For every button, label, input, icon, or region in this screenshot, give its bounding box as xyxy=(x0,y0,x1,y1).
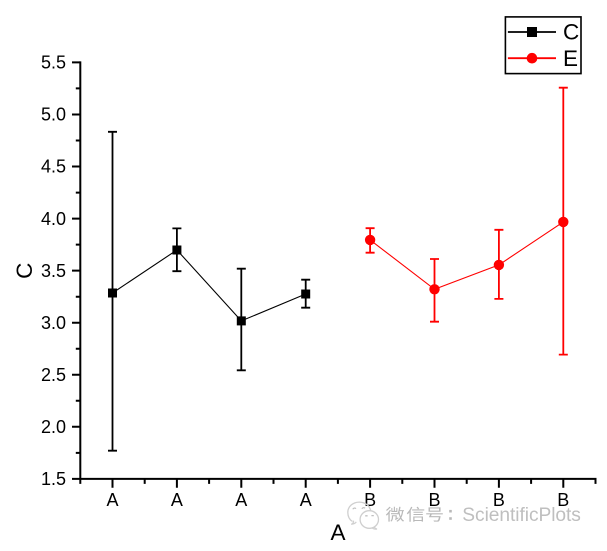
svg-text:4.5: 4.5 xyxy=(41,157,66,177)
svg-text:B: B xyxy=(428,490,440,510)
svg-text:ScientificPlots: ScientificPlots xyxy=(462,505,581,526)
svg-text:2.5: 2.5 xyxy=(41,365,66,385)
svg-text:5.5: 5.5 xyxy=(41,53,66,73)
svg-text:C: C xyxy=(563,19,579,44)
svg-text:5.0: 5.0 xyxy=(41,105,66,125)
svg-text:1.5: 1.5 xyxy=(41,469,66,489)
svg-text:2.0: 2.0 xyxy=(41,417,66,437)
svg-text:A: A xyxy=(300,490,312,510)
svg-text:B: B xyxy=(557,490,569,510)
svg-text:B: B xyxy=(364,490,376,510)
svg-text:E: E xyxy=(563,46,578,71)
svg-text:A: A xyxy=(171,490,183,510)
svg-text:A: A xyxy=(106,490,118,510)
svg-text:3.5: 3.5 xyxy=(41,261,66,281)
svg-text:3.0: 3.0 xyxy=(41,313,66,333)
svg-text:A: A xyxy=(235,490,247,510)
svg-text:C: C xyxy=(12,263,37,279)
svg-text:A: A xyxy=(330,520,345,545)
svg-text:B: B xyxy=(493,490,505,510)
svg-text:4.0: 4.0 xyxy=(41,209,66,229)
